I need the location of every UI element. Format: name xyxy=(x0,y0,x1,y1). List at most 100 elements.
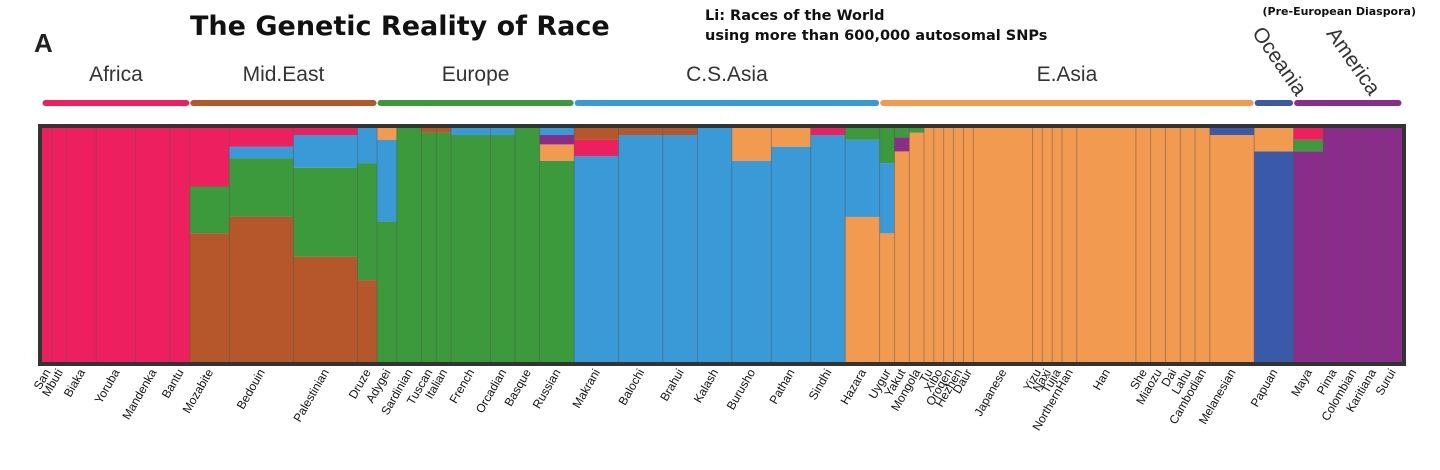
bar-segment-45-0 xyxy=(1209,135,1255,362)
population-label-29: Tu xyxy=(917,367,936,386)
bar-segment-23-1 xyxy=(771,128,812,147)
region-label-6: America xyxy=(1322,23,1385,100)
bar-segment-24-1 xyxy=(810,128,846,136)
bar-segment-44-0 xyxy=(1195,128,1211,362)
bar-segment-19-1 xyxy=(618,128,664,136)
bar-segment-8-2 xyxy=(293,135,358,168)
bar-segment-41-0 xyxy=(1150,128,1166,362)
bar-segment-13-0 xyxy=(436,132,452,362)
bar-segment-15-0 xyxy=(490,135,516,362)
region-label-5: Oceania xyxy=(1247,23,1311,101)
bar-segment-7-2 xyxy=(229,146,294,159)
population-label-4: Mandenka xyxy=(119,366,159,422)
bar-segment-45-1 xyxy=(1209,128,1255,136)
bar-segment-7-3 xyxy=(229,128,294,147)
bar-segment-43-0 xyxy=(1180,128,1196,362)
bar-segment-1-0 xyxy=(51,128,68,362)
population-label-2: Biaka xyxy=(61,366,88,399)
bar-segment-32-0 xyxy=(953,128,964,362)
bar-segment-33-0 xyxy=(963,128,974,362)
bar-segment-20-0 xyxy=(662,135,698,362)
region-strip-1 xyxy=(190,100,377,106)
bar-segment-18-1 xyxy=(574,139,619,157)
bar-segment-9-2 xyxy=(357,128,378,164)
population-label-17: Russian xyxy=(530,367,564,412)
bar-segment-46-1 xyxy=(1254,128,1294,152)
region-label-3: C.S.Asia xyxy=(686,63,768,86)
bar-segment-6-2 xyxy=(189,128,230,187)
bar-segment-22-1 xyxy=(731,128,772,161)
ancestry-bars xyxy=(42,128,1403,362)
bar-segment-22-0 xyxy=(731,160,772,362)
bar-segment-8-3 xyxy=(293,128,358,136)
region-strip-0 xyxy=(42,100,190,106)
chart-subtitle-line2: using more than 600,000 autosomal SNPs xyxy=(705,28,1047,44)
bar-segment-2-0 xyxy=(66,128,97,362)
bar-segment-25-2 xyxy=(845,128,881,140)
bar-segment-17-0 xyxy=(539,160,575,362)
bar-segment-6-1 xyxy=(189,186,230,234)
bar-segment-20-1 xyxy=(662,128,698,136)
population-label-3: Yoruba xyxy=(92,366,123,406)
bar-segment-14-0 xyxy=(450,135,491,362)
region-label-0: Africa xyxy=(89,63,143,86)
bar-segment-28-1 xyxy=(909,128,925,133)
population-label-34: Japanese xyxy=(971,366,1009,418)
population-label-5: Bantu xyxy=(159,367,187,401)
bar-segment-17-1 xyxy=(539,144,575,161)
bar-segment-0-0 xyxy=(42,128,53,362)
population-label-24: Sindhi xyxy=(806,367,835,403)
bar-segment-39-0 xyxy=(1076,128,1137,362)
population-label-7: Bedouin xyxy=(234,367,268,412)
population-label-14: French xyxy=(446,367,477,406)
bar-segment-12-1 xyxy=(421,128,437,133)
bar-segment-6-0 xyxy=(189,233,230,362)
region-label-1: Mid.East xyxy=(243,63,325,86)
bar-segment-29-0 xyxy=(924,128,935,362)
population-label-22: Burusho xyxy=(724,366,759,412)
bar-segment-25-1 xyxy=(845,139,881,217)
bar-segment-7-1 xyxy=(229,158,294,217)
bar-segment-18-2 xyxy=(574,128,619,140)
population-dividers xyxy=(51,128,1383,362)
bar-segment-4-0 xyxy=(135,128,171,362)
bar-segment-7-0 xyxy=(229,216,294,362)
bar-segment-47-0 xyxy=(1293,151,1324,362)
population-label-20: Brahui xyxy=(657,367,686,404)
bar-segment-27-2 xyxy=(894,128,910,138)
bar-segment-46-0 xyxy=(1254,151,1294,362)
population-label-51: Surui xyxy=(1373,367,1399,398)
population-label-19: Balochi xyxy=(615,367,647,408)
diaspora-note: (Pre-European Diaspora) xyxy=(1263,5,1416,18)
bar-segment-42-0 xyxy=(1165,128,1181,362)
bar-segment-10-1 xyxy=(377,139,398,222)
region-strip-3 xyxy=(574,100,880,106)
bar-segment-11-0 xyxy=(396,128,422,362)
bar-segment-19-0 xyxy=(618,135,664,362)
bar-segment-3-0 xyxy=(96,128,137,362)
region-strip-2 xyxy=(377,100,574,106)
plot-frame xyxy=(38,124,1406,366)
bar-segment-27-1 xyxy=(894,137,910,152)
chart-title: The Genetic Reality of Race xyxy=(190,11,610,42)
population-label-18: Makrani xyxy=(569,367,602,411)
bar-segment-34-0 xyxy=(973,128,1033,362)
bar-segment-49-0 xyxy=(1342,128,1363,362)
region-header-group: Africa Mid.East Europe C.S.Asia E.Asia Oceani… xyxy=(42,23,1402,106)
bar-segment-26-0 xyxy=(879,233,895,362)
bar-segment-8-1 xyxy=(293,167,358,257)
population-label-39: Han xyxy=(1090,367,1113,393)
bar-segment-26-1 xyxy=(879,163,895,234)
population-label-46: Papuan xyxy=(1248,367,1281,410)
chart-subtitle-line1: Li: Races of the World xyxy=(705,8,885,24)
bar-segment-31-0 xyxy=(943,128,954,362)
bar-segment-8-0 xyxy=(293,256,358,362)
population-label-23: Pathan xyxy=(766,367,797,407)
bar-segment-15-1 xyxy=(490,128,516,136)
region-label-4: E.Asia xyxy=(1037,63,1098,86)
bar-segment-23-0 xyxy=(771,146,812,362)
bar-segment-12-0 xyxy=(421,132,437,362)
bar-segment-28-0 xyxy=(909,132,925,362)
